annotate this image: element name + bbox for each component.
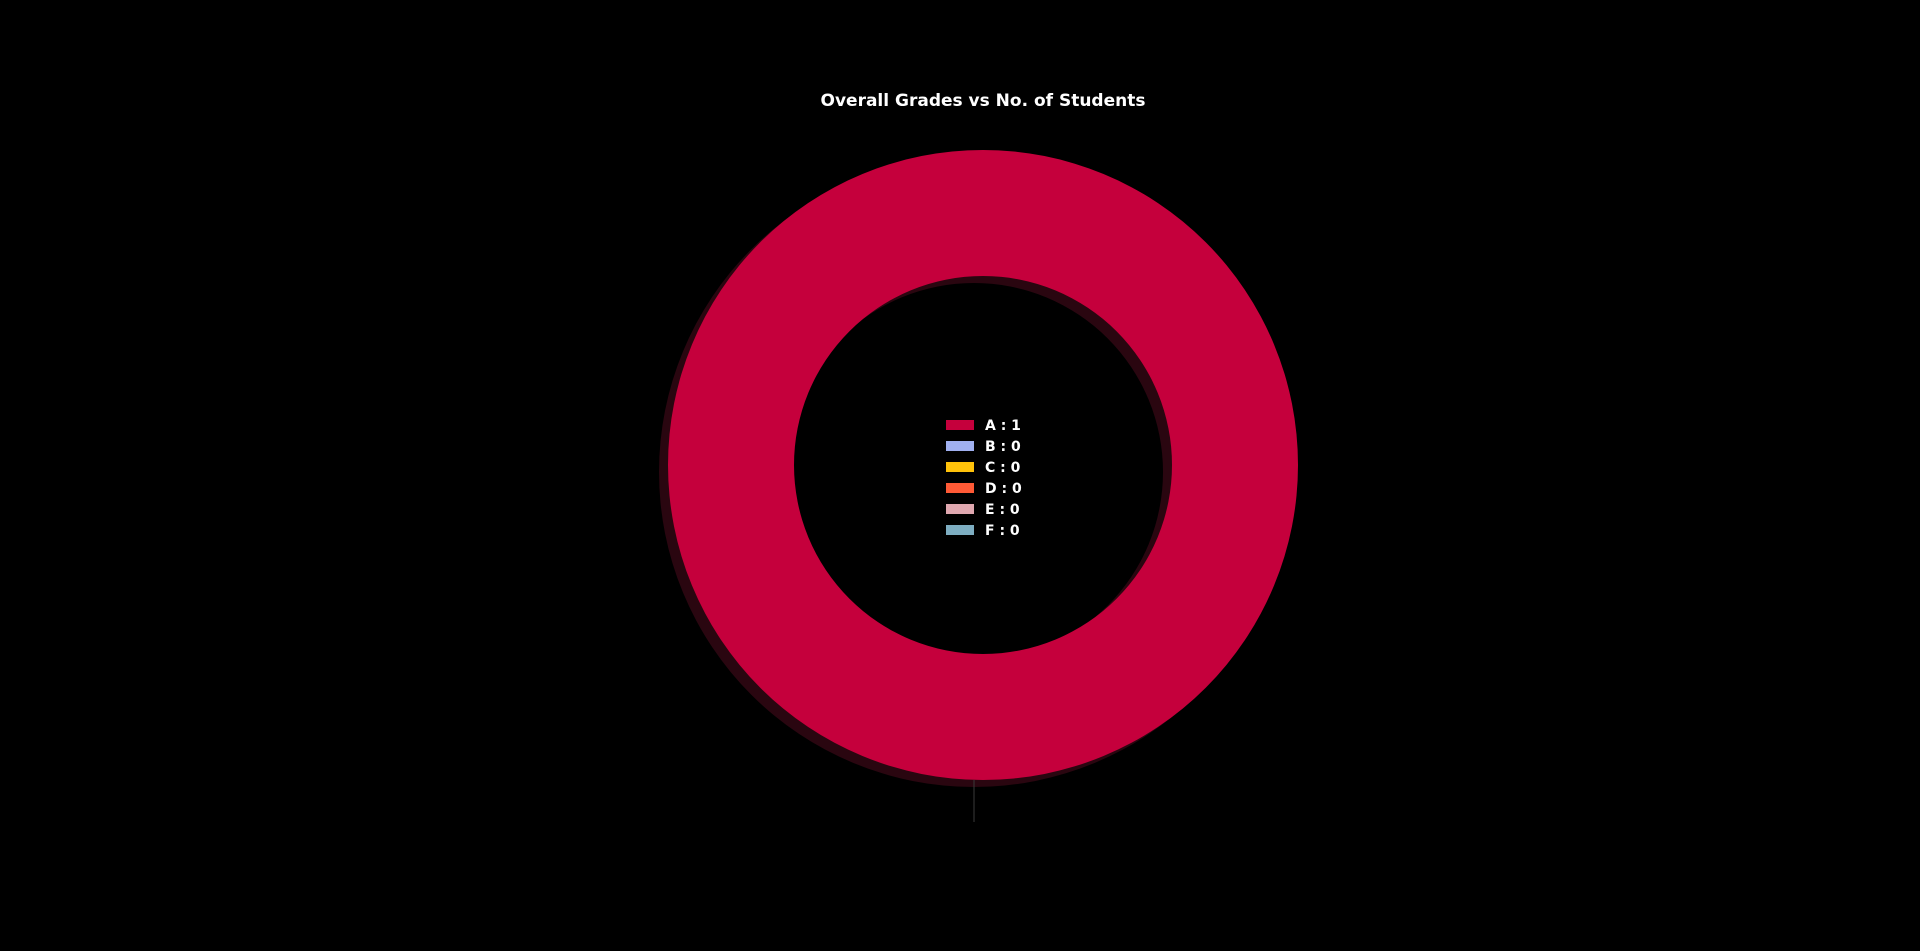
legend-swatch-a — [946, 420, 974, 430]
legend-label-d: D : 0 — [985, 481, 1022, 497]
legend-label-c: C : 0 — [985, 460, 1021, 476]
chart-title: Overall Grades vs No. of Students — [821, 91, 1146, 111]
legend-swatch-d — [946, 483, 974, 493]
legend-label-a: A : 1 — [985, 418, 1021, 434]
legend: A : 1 B : 0 C : 0 D : 0 E : 0 F : 0 — [946, 418, 1022, 539]
legend-label-e: E : 0 — [985, 502, 1020, 518]
legend-swatch-c — [946, 462, 974, 472]
slices-layer — [668, 150, 1298, 822]
legend-swatch-e — [946, 504, 974, 514]
slice-a[interactable] — [668, 150, 1298, 780]
legend-label-f: F : 0 — [985, 523, 1020, 539]
legend-swatch-f — [946, 525, 974, 535]
legend-swatch-b — [946, 441, 974, 451]
legend-label-b: B : 0 — [985, 439, 1021, 455]
